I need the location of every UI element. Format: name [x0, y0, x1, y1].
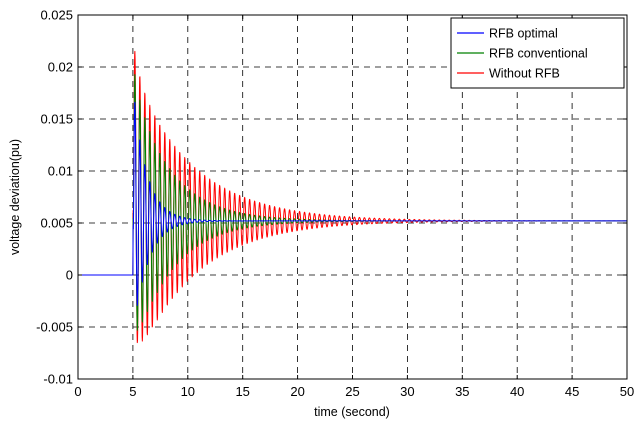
- y-tick-label: 0.025: [40, 8, 73, 23]
- legend: RFB optimal RFB conventional Without RFB: [450, 17, 625, 89]
- legend-entry: Without RFB: [489, 67, 560, 81]
- series-line: [78, 101, 627, 306]
- x-tick-label: 20: [290, 384, 304, 399]
- y-tick-label: 0.015: [40, 112, 73, 127]
- x-tick-label: 30: [400, 384, 414, 399]
- y-tick-label: -0.01: [43, 372, 73, 387]
- series-layer: [78, 50, 627, 344]
- x-tick-label: 10: [181, 384, 195, 399]
- y-tick-label: 0.005: [40, 216, 73, 231]
- x-tick-label: 5: [129, 384, 136, 399]
- y-tick-label: 0: [66, 268, 73, 283]
- x-tick-label: 25: [345, 384, 359, 399]
- y-tick-label: -0.005: [36, 320, 73, 335]
- legend-entry: RFB optimal: [489, 27, 558, 41]
- y-tick-label: 0.01: [48, 164, 73, 179]
- axis-ticks: 0 5 10 15 20 25 30 35 40 45 50 -0.01 -0.005 0 0.005 0.0…: [36, 8, 634, 400]
- x-tick-label: 40: [510, 384, 524, 399]
- x-tick-label: 45: [565, 384, 579, 399]
- x-tick-label: 0: [74, 384, 81, 399]
- x-tick-label: 15: [235, 384, 249, 399]
- x-axis-label: time (second): [314, 405, 390, 419]
- legend-entry: RFB conventional: [489, 47, 588, 61]
- x-tick-label: 50: [620, 384, 634, 399]
- y-axis-label: voltage deviation(pu): [8, 139, 22, 255]
- y-tick-label: 0.02: [48, 60, 73, 75]
- x-tick-label: 35: [455, 384, 469, 399]
